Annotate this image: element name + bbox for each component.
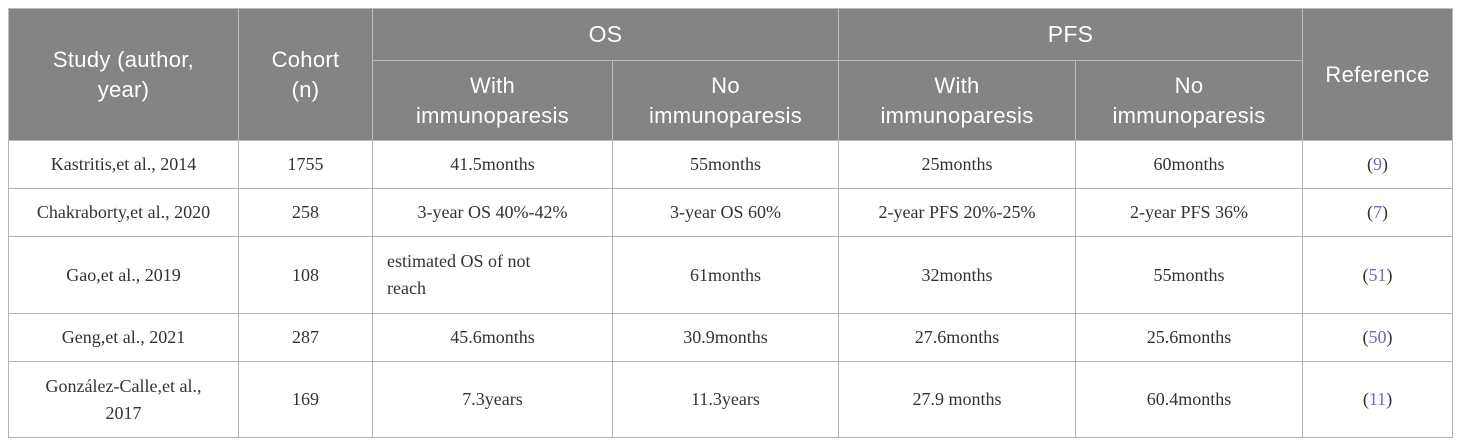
pfs-no-immunoparesis-cell: 55months (1074, 236, 1304, 314)
table-row: González-Calle,et al., 2017 169 7.3years 11… (8, 361, 1454, 438)
cohort-cell: 108 (238, 236, 373, 314)
pfs-no-immunoparesis-cell: 2-year PFS 36% (1074, 188, 1304, 237)
reference-paren-close: ) (1386, 264, 1393, 285)
reference-citation-link[interactable]: 11 (1368, 389, 1387, 409)
reference-citation-link[interactable]: 9 (1373, 154, 1383, 174)
reference-paren-close: ) (1382, 202, 1389, 222)
pfs-no-immunoparesis-cell: 60.4months (1074, 361, 1304, 438)
study-cell: González-Calle,et al., 2017 (8, 361, 239, 438)
immunoparesis-outcomes-table: Study (author, year) Cohort (n) OS PFS R… (8, 8, 1454, 438)
column-header-pfs-with-immunoparesis: With immunoparesis (838, 60, 1076, 141)
reference-cell: (11) (1302, 361, 1454, 438)
pfs-with-immunoparesis-cell: 27.6months (838, 313, 1076, 362)
reference-paren-open: ( (1362, 264, 1369, 285)
study-cell: Chakraborty,et al., 2020 (8, 188, 239, 237)
os-no-immunoparesis-cell: 30.9months (612, 313, 839, 362)
column-header-reference: Reference (1302, 8, 1454, 141)
pfs-no-immunoparesis-cell: 25.6months (1074, 313, 1304, 362)
study-cell: Kastritis,et al., 2014 (8, 140, 239, 189)
reference-paren-open: ( (1362, 327, 1369, 347)
table-row: Chakraborty,et al., 2020 258 3-year OS 40%… (8, 188, 1454, 237)
reference-paren-open: ( (1362, 389, 1369, 409)
column-group-pfs: PFS (837, 8, 1304, 61)
reference-paren-close: ) (1386, 327, 1393, 347)
cohort-cell: 1755 (238, 140, 373, 189)
reference-cell: (7) (1302, 188, 1454, 237)
pfs-no-immunoparesis-cell: 60months (1074, 140, 1304, 189)
os-with-immunoparesis-cell: estimated OS of not reach (372, 236, 613, 314)
os-no-immunoparesis-cell: 3-year OS 60% (612, 188, 839, 237)
reference-paren-close: ) (1386, 389, 1393, 409)
cohort-cell: 169 (238, 361, 373, 438)
header-row-groups: Study (author, year) Cohort (n) OS PFS R… (8, 8, 1454, 141)
cohort-cell: 287 (238, 313, 373, 362)
column-header-os-no-immunoparesis: No immunoparesis (612, 60, 839, 141)
cohort-cell: 258 (238, 188, 373, 237)
reference-citation-link[interactable]: 7 (1373, 202, 1383, 222)
reference-cell: (50) (1302, 313, 1454, 362)
os-with-immunoparesis-cell: 3-year OS 40%-42% (372, 188, 613, 237)
column-group-os: OS (372, 8, 839, 61)
reference-cell: (9) (1302, 140, 1454, 189)
os-with-immunoparesis-cell: 45.6months (372, 313, 613, 362)
reference-paren-open: ( (1367, 202, 1374, 222)
pfs-with-immunoparesis-cell: 27.9 months (838, 361, 1076, 438)
column-header-study: Study (author, year) (8, 8, 239, 141)
header-row-subgroups: With immunoparesis No immunoparesis With… (9, 60, 1453, 141)
os-with-immunoparesis-cell: 41.5months (372, 140, 613, 189)
reference-citation-link[interactable]: 50 (1368, 327, 1387, 347)
os-no-immunoparesis-cell: 11.3years (612, 361, 839, 438)
reference-citation-link[interactable]: 51 (1368, 264, 1387, 285)
pfs-with-immunoparesis-cell: 2-year PFS 20%-25% (838, 188, 1076, 237)
reference-paren-open: ( (1367, 154, 1374, 174)
column-header-pfs-no-immunoparesis: No immunoparesis (1074, 60, 1304, 141)
table-row: Kastritis,et al., 2014 1755 41.5months 55mo… (8, 140, 1454, 189)
table-header: Study (author, year) Cohort (n) OS PFS R… (8, 8, 1454, 141)
reference-cell: (51) (1302, 236, 1454, 314)
column-header-os-with-immunoparesis: With immunoparesis (372, 60, 613, 141)
table-row: Geng,et al., 2021 287 45.6months 30.9months… (8, 313, 1454, 362)
os-no-immunoparesis-cell: 55months (612, 140, 839, 189)
pfs-with-immunoparesis-cell: 25months (838, 140, 1076, 189)
table-body: Kastritis,et al., 2014 1755 41.5months 55mo… (8, 140, 1454, 438)
study-cell: Gao,et al., 2019 (8, 236, 239, 314)
os-with-immunoparesis-cell: 7.3years (372, 361, 613, 438)
os-no-immunoparesis-cell: 61months (612, 236, 839, 314)
reference-paren-close: ) (1382, 154, 1389, 174)
pfs-with-immunoparesis-cell: 32months (838, 236, 1076, 314)
study-cell: Geng,et al., 2021 (8, 313, 239, 362)
column-header-cohort: Cohort (n) (238, 8, 373, 141)
table-row: Gao,et al., 2019 108 estimated OS of not r… (8, 236, 1454, 314)
